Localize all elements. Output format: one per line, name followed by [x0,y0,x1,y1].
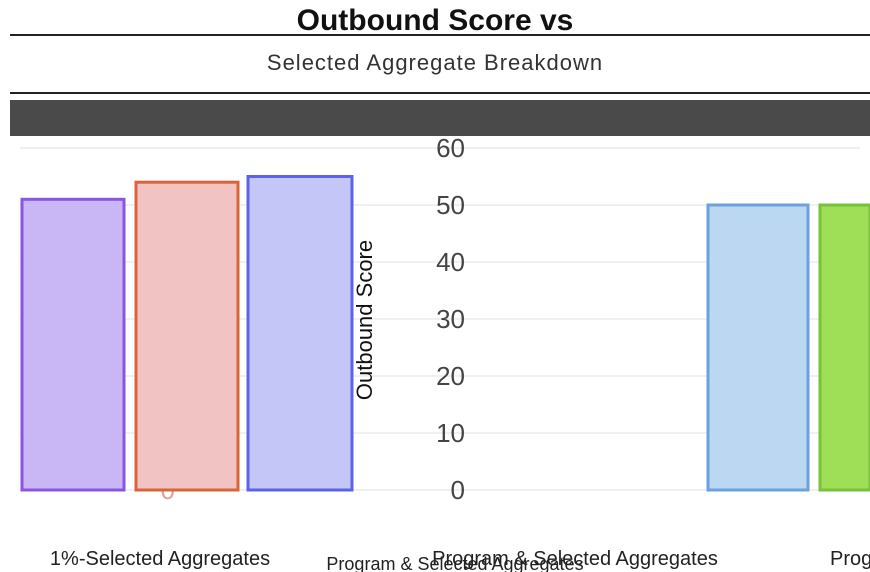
y-tick-label: 0 [451,475,465,505]
top-divider [10,34,870,36]
y-tick-label: 30 [436,304,465,334]
bar-3 [706,203,810,492]
footnote: Program & Selected Aggregates [326,554,583,572]
x-label-layer: 1%-Selected Aggregates Program & Selected… [50,548,870,570]
y-tick-label: 40 [436,247,465,277]
y-tick-label: 60 [436,133,465,163]
bar-1 [134,180,240,492]
bar-0 [20,197,126,492]
chart-title: Outbound Score vs [296,4,574,37]
bar-2 [246,175,354,492]
y-tick-label: 20 [436,361,465,391]
bar-layer [20,175,870,492]
y-tick-label: 50 [436,190,465,220]
y-tick-label: 10 [436,418,465,448]
x-tick-label: 1%-Selected Aggregates [50,548,270,570]
x-tick-label: Program [830,548,870,570]
x-tick-label: Program & Selected Aggregates [432,548,718,570]
bar-4 [818,203,870,492]
y-axis-label: Outbound Score [352,240,377,400]
header-band [10,100,870,136]
header-divider [10,92,870,94]
chart-subtitle: Selected Aggregate Breakdown [266,50,604,75]
